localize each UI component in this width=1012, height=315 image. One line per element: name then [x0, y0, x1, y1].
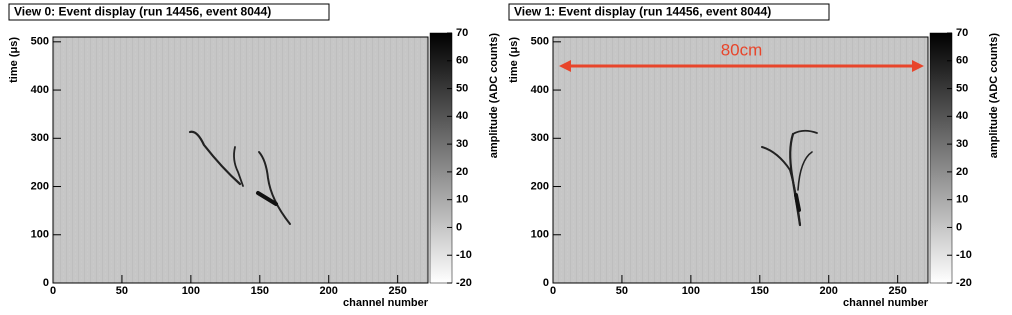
y-tick-label: 400 [31, 84, 49, 96]
title-box [8, 3, 330, 21]
colorbar-tick-label: -20 [456, 277, 472, 289]
plot-noise [553, 37, 928, 283]
x-tick-label: 100 [682, 285, 700, 297]
plot-frame [552, 36, 929, 284]
panel: View 0: Event display (run 14456, event … [8, 3, 500, 309]
colorbar-tick-label: -10 [956, 249, 972, 261]
colorbar-label: amplitude (ADC counts) [488, 33, 500, 159]
y-tick-label: 500 [31, 36, 49, 48]
colorbar-tick-label: 40 [956, 110, 968, 122]
y-tick-label: 400 [531, 84, 549, 96]
colorbar-tick-label: 40 [456, 110, 468, 122]
colorbar-tick-label: 30 [956, 138, 968, 150]
y-tick-label: 500 [531, 36, 549, 48]
y-tick-label: 200 [531, 180, 549, 192]
y-tick-label: 0 [43, 277, 49, 289]
x-tick-label: 150 [751, 285, 769, 297]
colorbar-tick-label: 70 [456, 27, 468, 39]
colorbar [429, 32, 453, 284]
colorbar-tick-label: 30 [456, 138, 468, 150]
panel-title: View 1: Event display (run 14456, event … [514, 5, 771, 19]
colorbar-tick-label: 10 [456, 194, 468, 206]
colorbar-tick-label: 10 [956, 194, 968, 206]
arrow-head [912, 60, 924, 72]
colorbar-tick-label: 20 [956, 166, 968, 178]
x-tick-label: 150 [251, 285, 269, 297]
colorbar-tick-label: 0 [956, 221, 962, 233]
y-tick-label: 300 [31, 132, 49, 144]
plot-noise [53, 37, 428, 283]
colorbar-tick-label: -20 [956, 277, 972, 289]
colorbar-label: amplitude (ADC counts) [988, 33, 1000, 159]
x-axis-label: channel number [343, 297, 429, 309]
colorbar-tick-label: 50 [456, 82, 468, 94]
colorbar-tick-label: 20 [456, 166, 468, 178]
panel-title: View 0: Event display (run 14456, event … [14, 5, 271, 19]
colorbar-tick-label: -10 [456, 249, 472, 261]
y-tick-label: 200 [31, 180, 49, 192]
x-tick-label: 250 [388, 285, 406, 297]
plot-frame [52, 36, 429, 284]
x-tick-label: 0 [50, 285, 56, 297]
x-tick-label: 50 [116, 285, 128, 297]
x-tick-label: 0 [550, 285, 556, 297]
event-tracks [188, 130, 291, 225]
x-tick-label: 200 [820, 285, 838, 297]
y-tick-label: 100 [531, 229, 549, 241]
colorbar-tick-label: 60 [956, 55, 968, 67]
y-axis-label: time (μs) [8, 37, 20, 83]
y-tick-label: 300 [531, 132, 549, 144]
colorbar-tick-label: 60 [456, 55, 468, 67]
colorbar [929, 32, 953, 284]
annotation-label: 80cm [721, 40, 763, 59]
event-tracks [761, 129, 818, 227]
x-tick-label: 250 [888, 285, 906, 297]
colorbar-tick-label: 70 [956, 27, 968, 39]
arrow-head [559, 60, 571, 72]
x-axis-label: channel number [843, 297, 929, 309]
colorbar-tick-label: 50 [956, 82, 968, 94]
title-box [508, 3, 830, 21]
x-tick-label: 100 [182, 285, 200, 297]
colorbar-tick-label: 0 [456, 221, 462, 233]
y-axis-label: time (μs) [508, 37, 520, 83]
panel: View 1: Event display (run 14456, event … [508, 3, 1000, 309]
x-tick-label: 50 [616, 285, 628, 297]
x-tick-label: 200 [320, 285, 338, 297]
y-tick-label: 0 [543, 277, 549, 289]
y-tick-label: 100 [31, 229, 49, 241]
